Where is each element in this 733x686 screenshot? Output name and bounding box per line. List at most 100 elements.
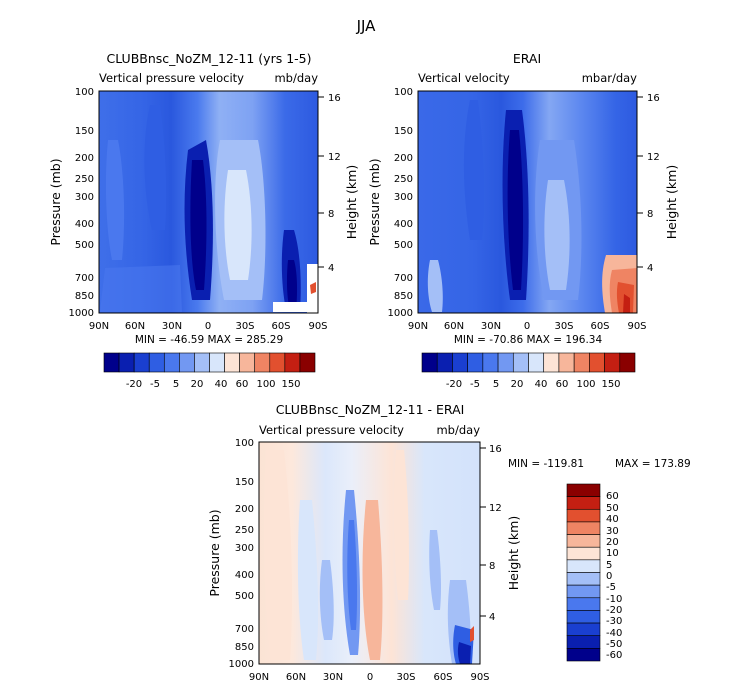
stats-text: MIN = -70.86 MAX = 196.34 <box>454 334 603 346</box>
colorbar-swatch <box>566 572 601 586</box>
colorbar-swatch <box>619 352 636 373</box>
y-axis-ticks: 100 150 200 250 300 400 500 700 850 1000 <box>69 87 94 319</box>
colorbar-swatch <box>566 559 601 573</box>
colorbar-label: 5 <box>606 560 612 571</box>
colorbar-swatch <box>566 508 601 523</box>
colorbar-swatch <box>528 352 545 373</box>
panel-title: CLUBBnsc_NoZM_12-11 - ERAI <box>276 402 465 417</box>
x-tick-label: 0 <box>205 321 211 332</box>
x-tick-label: 30S <box>235 321 254 332</box>
colorbar-label: 5 <box>173 379 179 390</box>
x-axis-ticks: 90N 60N 30N 0 30S 60S 90S <box>89 321 328 332</box>
colorbar-swatch <box>436 352 453 373</box>
colorbar-label: -5 <box>150 379 160 390</box>
colorbar-labels: -20 -5 5 20 40 60 100 150 <box>126 379 301 390</box>
colorbar-swatch <box>604 352 621 373</box>
x-axis-ticks: 90N 60N 30N 0 30S 60S 90S <box>408 321 647 332</box>
x-tick-label: 30S <box>396 672 415 683</box>
colorbar-swatch <box>163 352 180 373</box>
x-tick-label: 90S <box>627 321 646 332</box>
y-tick-label: 150 <box>394 126 413 137</box>
y-tick-label: 100 <box>75 87 94 98</box>
y-tick-label: 300 <box>394 192 413 203</box>
colorbar-label: -30 <box>606 616 622 627</box>
colorbar-labels: -20 -5 5 20 40 60 100 150 <box>446 379 621 390</box>
colorbar-swatch <box>589 352 605 373</box>
height-tick-label: 4 <box>489 612 495 623</box>
colorbar-swatch <box>482 352 499 373</box>
y-tick-label: 100 <box>235 438 254 449</box>
colorbar-swatch <box>224 352 240 373</box>
x-axis-ticks: 90N 60N 30N 0 30S 60S 90S <box>249 672 490 683</box>
figure-title: JJA <box>356 17 377 35</box>
x-tick-label: 60N <box>444 321 464 332</box>
x-tick-label: 90S <box>308 321 327 332</box>
panel-model: CLUBBnsc_NoZM_12-11 (yrs 1-5) Vertical p… <box>48 51 359 390</box>
y-tick-label: 250 <box>75 174 94 185</box>
panel-title: ERAI <box>513 51 541 66</box>
colorbar-label: 60 <box>236 379 249 390</box>
y-tick-label: 250 <box>394 174 413 185</box>
colorbar-swatches <box>103 352 316 373</box>
colorbar-swatch <box>269 352 286 373</box>
x-tick-label: 60S <box>271 321 290 332</box>
x-tick-label: 60N <box>286 672 306 683</box>
y-tick-label: 850 <box>75 291 94 302</box>
colorbar-label: 20 <box>606 537 619 548</box>
colorbar-swatch <box>133 352 150 373</box>
height-tick-label: 16 <box>328 93 341 104</box>
plot-field <box>417 90 638 314</box>
x-tick-label: 90N <box>249 672 269 683</box>
colorbar-swatches <box>421 352 636 373</box>
x-tick-label: 60N <box>125 321 145 332</box>
colorbar-label: 10 <box>606 548 619 559</box>
colorbar-swatch <box>566 648 601 662</box>
y-tick-label: 1000 <box>69 308 94 319</box>
plot-field <box>98 90 319 314</box>
y-tick-label: 400 <box>75 219 94 230</box>
y-tick-label: 700 <box>394 273 413 284</box>
y-tick-label: 150 <box>235 477 254 488</box>
colorbar-swatch <box>512 352 529 373</box>
colorbar: -20 -5 5 20 40 60 100 150 <box>103 352 316 390</box>
colorbar: -20 -5 5 20 40 60 100 150 <box>421 352 636 390</box>
colorbar-label: -60 <box>606 650 622 661</box>
x-tick-label: 90N <box>408 321 428 332</box>
y-axis-label: Pressure (mb) <box>48 158 63 245</box>
colorbar-label: 100 <box>256 379 275 390</box>
colorbar-swatch <box>118 352 135 373</box>
colorbar-label: 20 <box>191 379 204 390</box>
colorbar-label: -50 <box>606 639 622 650</box>
y-tick-label: 850 <box>394 291 413 302</box>
x-tick-label: 0 <box>367 672 373 683</box>
x-tick-label: 30S <box>554 321 573 332</box>
plot-field <box>258 441 481 665</box>
colorbar-label: -20 <box>606 605 622 616</box>
panel-title: CLUBBnsc_NoZM_12-11 (yrs 1-5) <box>106 51 311 66</box>
colorbar-swatch <box>566 610 601 624</box>
height-tick-label: 12 <box>647 152 660 163</box>
colorbar-label: 40 <box>535 379 548 390</box>
x-tick-label: 30N <box>162 321 182 332</box>
colorbar-swatch <box>566 597 601 611</box>
y-tick-label: 850 <box>235 642 254 653</box>
height-tick-label: 8 <box>489 561 495 572</box>
panel-difference: CLUBBnsc_NoZM_12-11 - ERAI Vertical pres… <box>207 402 691 683</box>
height-axis-label: Height (km) <box>664 165 679 239</box>
colorbar-swatch <box>566 584 601 599</box>
y-axis-label: Pressure (mb) <box>207 509 222 596</box>
y-axis-label: Pressure (mb) <box>367 158 382 245</box>
colorbar-label: 30 <box>606 526 619 537</box>
y-tick-label: 250 <box>235 525 254 536</box>
colorbar-swatch <box>558 352 575 373</box>
colorbar-swatch <box>566 622 601 637</box>
colorbar-label: 40 <box>215 379 228 390</box>
height-tick-label: 12 <box>328 152 341 163</box>
colorbar: 60 50 40 30 20 10 5 0 -5 -10 -20 -30 -40… <box>566 483 622 662</box>
colorbar-swatch <box>467 352 484 373</box>
colorbar-swatch <box>497 352 514 373</box>
colorbar-swatches <box>566 483 601 662</box>
x-tick-label: 0 <box>524 321 530 332</box>
colorbar-label: 20 <box>511 379 524 390</box>
colorbar-label: -5 <box>470 379 480 390</box>
